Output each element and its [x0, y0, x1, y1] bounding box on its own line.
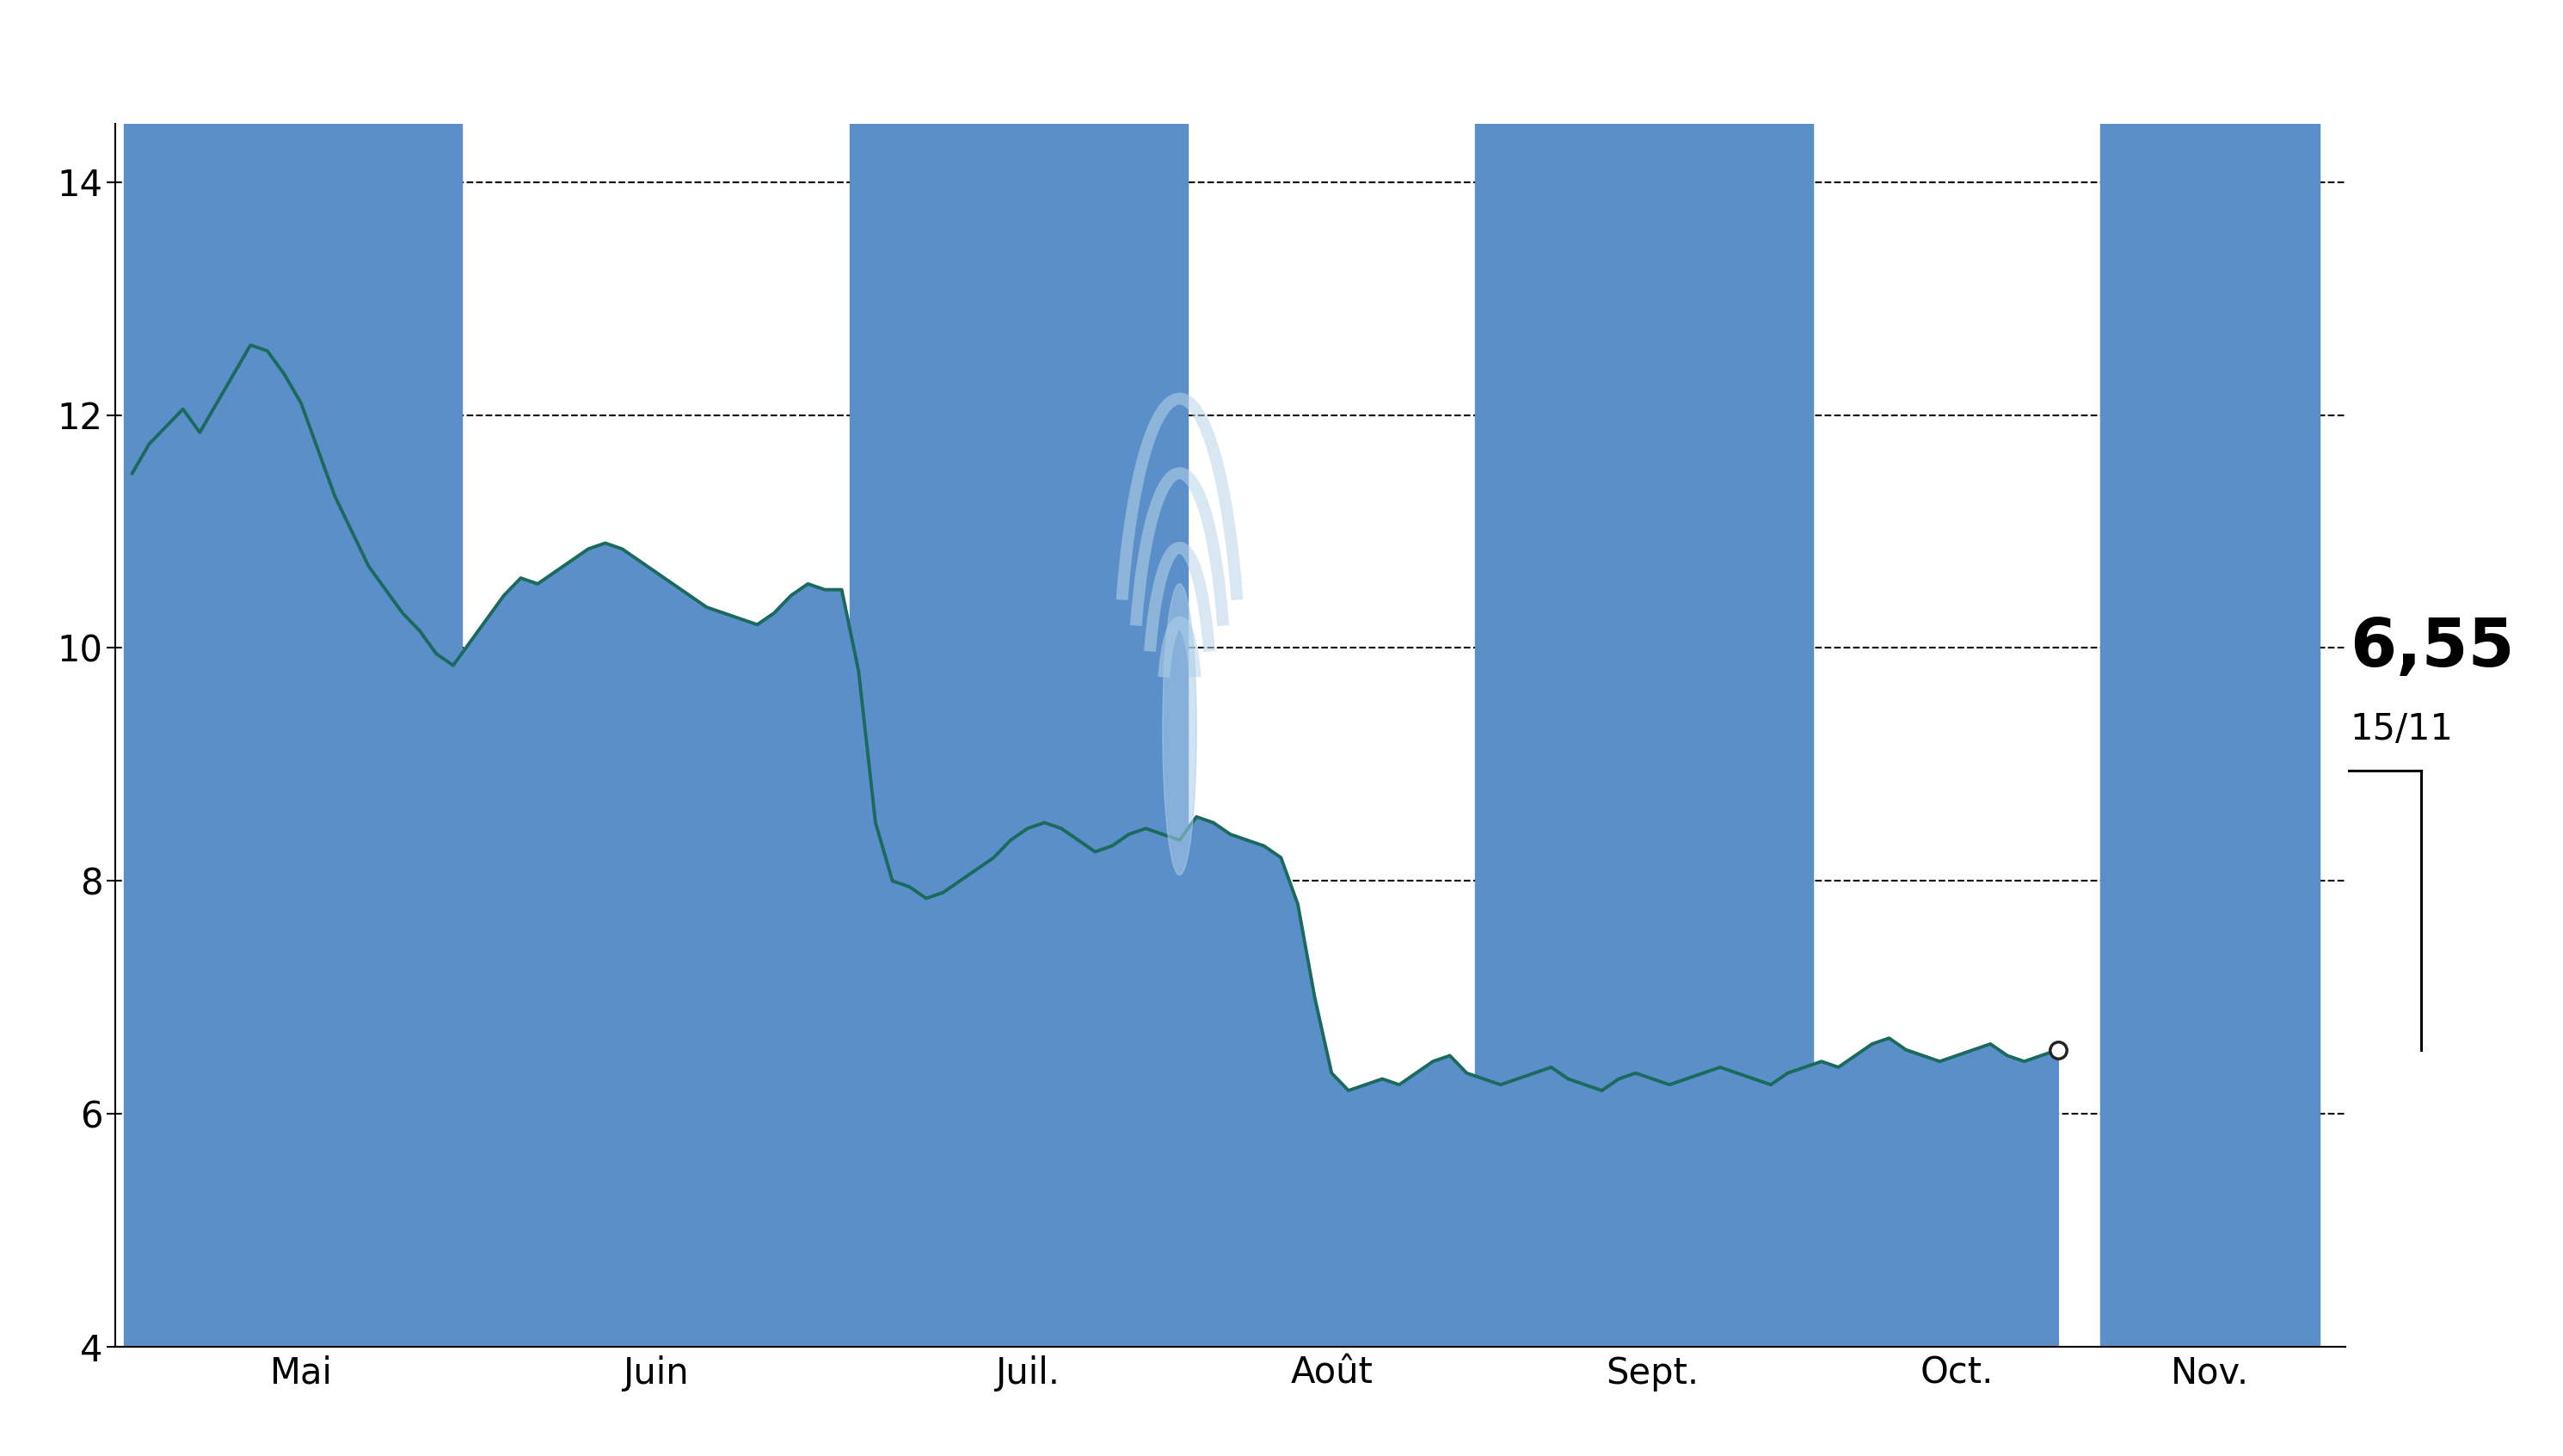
Bar: [123, 124, 461, 1347]
Text: 15/11: 15/11: [2350, 712, 2453, 747]
Ellipse shape: [1164, 584, 1197, 875]
Bar: [2099, 124, 2320, 1347]
Bar: [851, 124, 1189, 1347]
Bar: [1476, 124, 1812, 1347]
Text: 6,55: 6,55: [2350, 616, 2514, 680]
Text: WORLDLINE: WORLDLINE: [969, 9, 1594, 100]
